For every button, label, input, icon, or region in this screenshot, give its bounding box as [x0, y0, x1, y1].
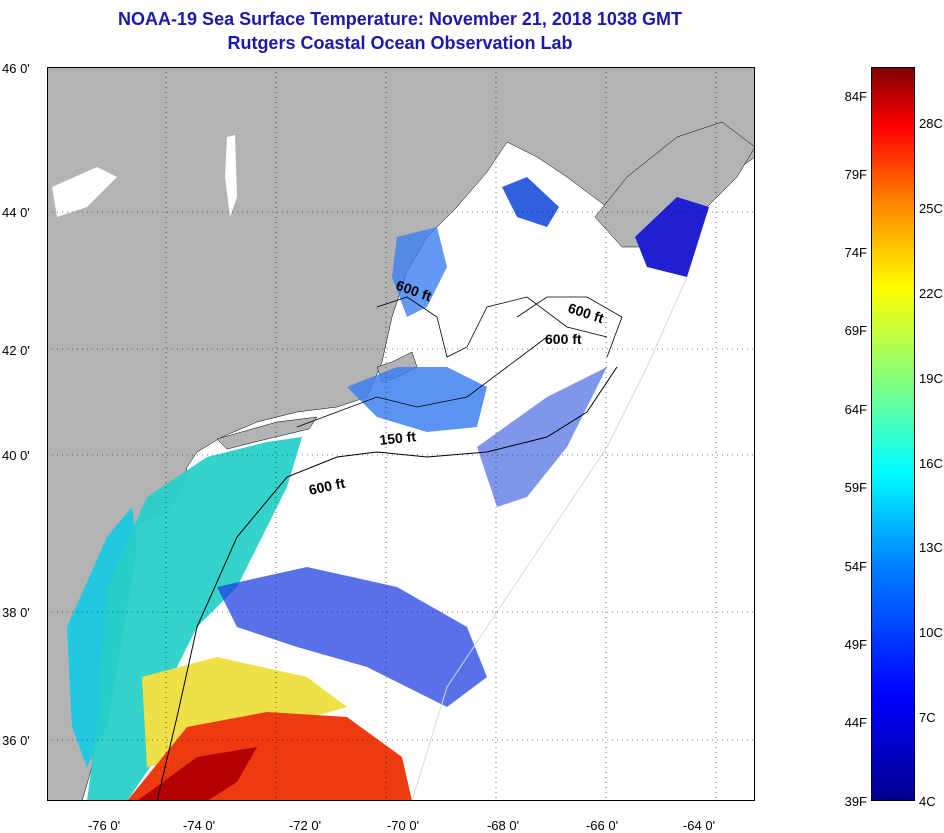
- swath-edge: [411, 276, 688, 801]
- contour-600-gom: [376, 296, 608, 358]
- colorbar-c-28: 28C: [919, 116, 943, 131]
- map-title: NOAA-19 Sea Surface Temperature: Novembe…: [118, 9, 682, 29]
- contour-label-ne-b: 600 ft: [545, 331, 582, 347]
- lon-label-70: -70 0': [386, 818, 420, 833]
- lat-label-38: 38 0': [2, 605, 30, 620]
- lake-ontario: [52, 167, 117, 217]
- colorbar-c-19: 19C: [919, 371, 943, 386]
- lon-label-72: -72 0': [288, 818, 322, 833]
- land-long-island: [216, 416, 318, 450]
- lon-label-64: -64 0': [682, 818, 716, 833]
- lon-label-76: -76 0': [87, 818, 121, 833]
- contour-label-south: 600 ft: [307, 475, 346, 498]
- colorbar-c-16: 16C: [919, 456, 943, 471]
- colorbar-c-7: 7C: [919, 710, 936, 725]
- lon-label-74: -74 0': [182, 818, 216, 833]
- lat-label-36: 36 0': [2, 733, 30, 748]
- contour-600-ne: [516, 296, 623, 358]
- colorbar-c-10: 10C: [919, 625, 943, 640]
- temperature-colorbar: [871, 67, 915, 801]
- lat-label-42: 42 0': [2, 343, 30, 358]
- colorbar-f-54: 54F: [844, 559, 867, 574]
- map-subtitle: Rutgers Coastal Ocean Observation Lab: [227, 33, 573, 53]
- colorbar-c-4: 4C: [919, 794, 936, 809]
- colorbar-c-13: 13C: [919, 540, 943, 555]
- lat-label-40: 40 0': [2, 448, 30, 463]
- sst-ns-patch: [635, 197, 709, 277]
- lat-label-46: 46 0': [2, 61, 30, 76]
- colorbar-f-74: 74F: [844, 245, 867, 260]
- colorbar-f-44: 44F: [844, 715, 867, 730]
- sst-bay-fundy: [502, 177, 559, 227]
- sst-blue-eddies: [217, 567, 487, 707]
- contour-label-150: 150 ft: [379, 428, 417, 448]
- colorbar-f-39: 39F: [844, 794, 867, 809]
- colorbar-c-22: 22C: [919, 286, 943, 301]
- contour-150: [296, 336, 548, 428]
- sst-shelf-warm: [87, 437, 302, 801]
- contour-600-south: [156, 366, 618, 801]
- sst-gulf-stream-core: [137, 747, 257, 801]
- colorbar-f-49: 49F: [844, 637, 867, 652]
- lon-label-66: -66 0': [585, 818, 619, 833]
- sst-scatter: [477, 367, 607, 507]
- sst-map: 600 ft 600 ft 600 ft 150 ft 600 ft: [47, 67, 755, 801]
- lake-champlain: [225, 135, 237, 217]
- lon-label-68: -68 0': [486, 818, 520, 833]
- lat-label-44: 44 0': [2, 205, 30, 220]
- colorbar-f-64: 64F: [844, 402, 867, 417]
- sst-gulf-maine-north: [392, 227, 447, 317]
- colorbar-f-79: 79F: [844, 167, 867, 182]
- colorbar-f-84: 84F: [844, 89, 867, 104]
- graticule: [47, 67, 755, 801]
- land-nova-scotia: [594, 121, 755, 248]
- sst-gulf-maine: [347, 367, 487, 432]
- colorbar-c-25: 25C: [919, 201, 943, 216]
- colorbar-f-69: 69F: [844, 323, 867, 338]
- colorbar-f-59: 59F: [844, 480, 867, 495]
